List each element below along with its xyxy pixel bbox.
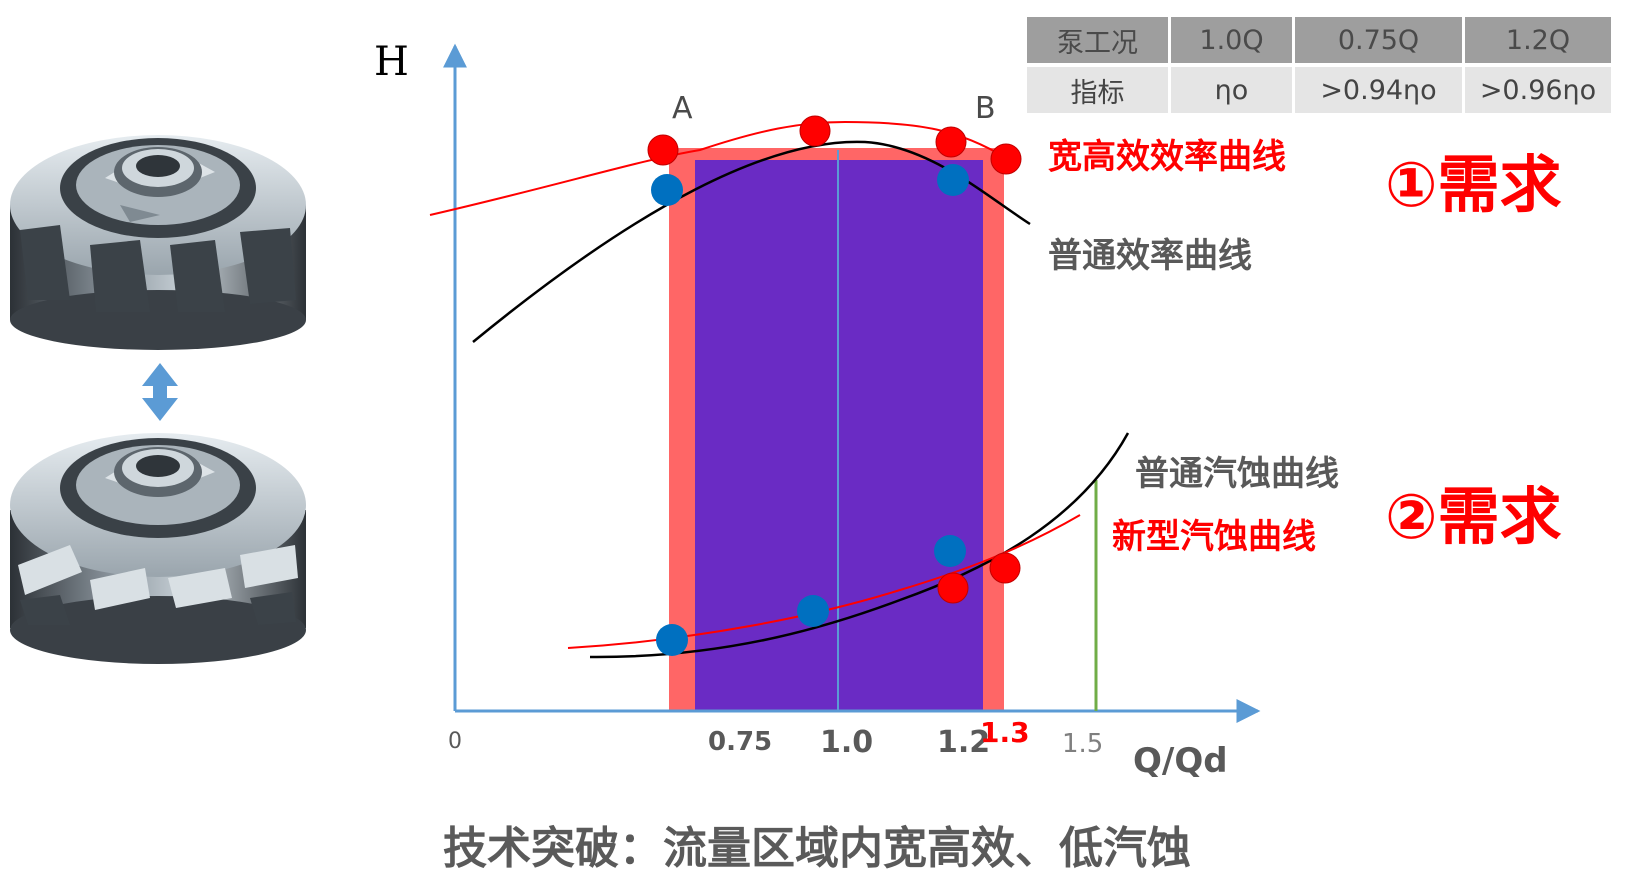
spec-table-header-row: 泵工况 1.0Q 0.75Q 1.2Q bbox=[1027, 17, 1611, 63]
high-eff-point-peak bbox=[799, 115, 831, 147]
spec-table-cell: ηo bbox=[1171, 67, 1292, 113]
impeller-top-icon bbox=[10, 135, 306, 350]
cavitation-points bbox=[656, 535, 1021, 656]
requirement-1-label: ①需求 bbox=[1385, 148, 1562, 221]
y-axis-label: H bbox=[374, 39, 409, 85]
normal-eff-point-left bbox=[651, 174, 683, 206]
high-eff-point-b bbox=[935, 126, 967, 158]
double-arrow-icon bbox=[142, 363, 178, 421]
normal-cavitation-curve bbox=[589, 432, 1130, 659]
tick-1.0: 1.0 bbox=[820, 725, 873, 760]
tick-1.5: 1.5 bbox=[1062, 729, 1103, 759]
point-a-label: A bbox=[672, 91, 693, 126]
spec-table-cell: >0.96ηo bbox=[1465, 67, 1611, 113]
footer-caption: 技术突破：流量区域内宽高效、低汽蚀 bbox=[443, 823, 1191, 874]
spec-table-header-cell: 0.75Q bbox=[1295, 17, 1462, 63]
tick-1.3: 1.3 bbox=[980, 716, 1030, 749]
spec-table-header-cell: 泵工况 bbox=[1027, 17, 1168, 63]
spec-table-header-cell: 1.2Q bbox=[1465, 17, 1611, 63]
new-cavitation-curve-label: 新型汽蚀曲线 bbox=[1112, 517, 1316, 557]
point-b-label: B bbox=[975, 91, 996, 126]
new-cav-point-1 bbox=[937, 572, 969, 604]
new-cav-point-2 bbox=[989, 552, 1021, 584]
spec-table-header-cell: 1.0Q bbox=[1171, 17, 1292, 63]
normal-efficiency-curve bbox=[472, 140, 1031, 343]
origin-label: 0 bbox=[448, 729, 462, 754]
high-efficiency-curve bbox=[429, 120, 1007, 216]
high-eff-point-end bbox=[990, 143, 1022, 175]
impeller-bottom-icon bbox=[10, 433, 306, 664]
normal-eff-point-right bbox=[937, 164, 969, 196]
normal-cav-point-2 bbox=[797, 595, 829, 627]
normal-cavitation-curve-label: 普通汽蚀曲线 bbox=[1135, 454, 1339, 494]
spec-table-cell: >0.94ηo bbox=[1295, 67, 1462, 113]
tick-0.75: 0.75 bbox=[708, 727, 772, 757]
x-axis-label: Q/Qd bbox=[1133, 741, 1228, 781]
spec-table: 泵工况 1.0Q 0.75Q 1.2Q 指标 ηo >0.94ηo >0.96η… bbox=[1024, 13, 1614, 117]
normal-efficiency-curve-label: 普通效率曲线 bbox=[1048, 236, 1252, 276]
efficiency-points bbox=[647, 115, 1022, 206]
spec-table-row: 指标 ηo >0.94ηo >0.96ηo bbox=[1027, 67, 1611, 113]
high-efficiency-curve-label: 宽高效效率曲线 bbox=[1048, 137, 1286, 177]
requirement-2-label: ②需求 bbox=[1385, 480, 1562, 553]
high-eff-point-a bbox=[647, 134, 679, 166]
spec-table-cell: 指标 bbox=[1027, 67, 1168, 113]
tick-1.2: 1.2 bbox=[937, 725, 990, 760]
normal-cav-point-3 bbox=[934, 535, 966, 567]
normal-cav-point-1 bbox=[656, 624, 688, 656]
